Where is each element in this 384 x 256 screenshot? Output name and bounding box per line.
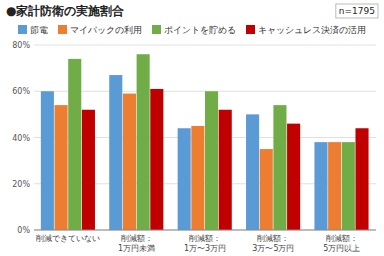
y-tick-label: 80% bbox=[12, 41, 30, 50]
x-axis-line bbox=[34, 230, 376, 231]
x-tick-label: 削減額：5万円以上 bbox=[323, 234, 360, 253]
bar bbox=[109, 75, 122, 230]
bar bbox=[41, 91, 54, 230]
title: ●家計防衛の実施割合 bbox=[6, 4, 125, 18]
bar bbox=[273, 105, 286, 230]
legend-swatch bbox=[18, 25, 27, 34]
legend-label: マイバックの利用 bbox=[70, 25, 142, 35]
bar bbox=[342, 142, 355, 230]
bar bbox=[55, 105, 68, 230]
legend-item: 節電 bbox=[18, 25, 48, 35]
grid-line bbox=[34, 45, 376, 46]
grid-line bbox=[34, 230, 376, 231]
legend-item: キャッシュレス決済の活用 bbox=[246, 25, 366, 35]
bar bbox=[150, 89, 163, 230]
legend-swatch bbox=[246, 25, 255, 34]
annotation-box bbox=[336, 4, 378, 18]
y-tick-label: 20% bbox=[12, 180, 30, 189]
legend: 節電 マイバックの利用 ポイントを貯める キャッシュレス決済の活用 bbox=[18, 25, 366, 35]
annotation: n=1795 bbox=[336, 4, 378, 18]
bar bbox=[123, 94, 136, 230]
legend-swatch bbox=[152, 25, 161, 34]
legend-item: ポイントを貯める bbox=[152, 25, 236, 35]
legend-item: マイバックの利用 bbox=[58, 25, 142, 35]
bar bbox=[314, 142, 327, 230]
bar bbox=[260, 149, 273, 230]
x-tick-label: 削減額：3万〜5万円 bbox=[252, 234, 294, 253]
bar bbox=[191, 126, 204, 230]
bar bbox=[178, 128, 191, 230]
bar bbox=[287, 124, 300, 230]
bar bbox=[68, 59, 81, 230]
annotation-text: n=1795 bbox=[339, 6, 375, 16]
bar bbox=[205, 91, 218, 230]
x-tick-label: 削減額：1万〜3万円 bbox=[184, 234, 226, 253]
bar bbox=[355, 128, 368, 230]
x-tick-label: 削減額：1万円未満 bbox=[118, 234, 155, 253]
bar bbox=[246, 114, 259, 230]
bar bbox=[82, 110, 95, 230]
legend-swatch bbox=[58, 25, 67, 34]
legend-label: ポイントを貯める bbox=[164, 25, 236, 35]
bar bbox=[219, 110, 232, 230]
legend-label: 節電 bbox=[30, 25, 48, 35]
y-tick-label: 0% bbox=[17, 226, 30, 235]
legend-label: キャッシュレス決済の活用 bbox=[258, 25, 366, 35]
bars bbox=[41, 54, 369, 230]
chart: ●家計防衛の実施割合 n=1795 節電 マイバックの利用 ポイントを貯める キャッシュレ… bbox=[0, 0, 384, 256]
y-tick-label: 60% bbox=[12, 87, 30, 96]
bar bbox=[328, 142, 341, 230]
y-tick-label: 40% bbox=[12, 134, 30, 143]
x-tick-label: 削減できていない bbox=[36, 234, 100, 243]
bar bbox=[137, 54, 150, 230]
